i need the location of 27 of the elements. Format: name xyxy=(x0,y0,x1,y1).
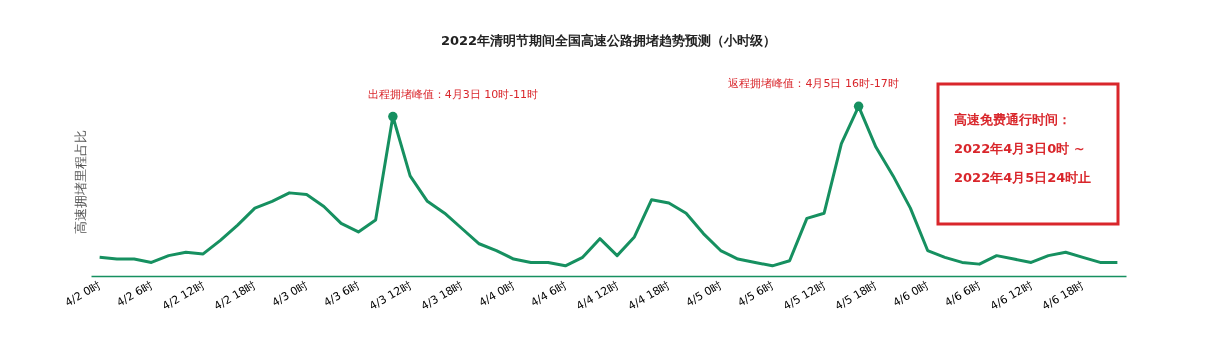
text: 返程拥堵峰值：4月5日 16时-17时 xyxy=(728,77,899,91)
x-tick-label: 4/6 6时 xyxy=(942,278,983,310)
x-tick-label: 4/5 0时 xyxy=(683,278,725,310)
x-tick-label: 4/5 6时 xyxy=(735,278,776,310)
x-tick-label: 4/2 0时 xyxy=(62,278,104,310)
x-tick-label: 4/3 12时 xyxy=(367,278,414,313)
x-tick-label: 4/4 12时 xyxy=(574,278,621,313)
x-tick-label: 4/2 18时 xyxy=(211,278,259,313)
annotation: 2022年4月5日24时止 xyxy=(954,170,1092,185)
annotation: 高速免费通行时间： xyxy=(954,112,1071,127)
x-tick-label: 4/2 12时 xyxy=(160,278,207,313)
x-tick-label: 4/3 6时 xyxy=(321,278,362,310)
x-tick-label: 4/6 12时 xyxy=(988,278,1035,313)
x-tick-label: 4/5 12时 xyxy=(781,278,828,313)
text: 出程拥堵峰值：4月3日 10时-11时 xyxy=(367,87,539,101)
x-tick-label: 4/5 18时 xyxy=(832,278,880,313)
x-tick-label: 4/6 18时 xyxy=(1039,278,1087,313)
y-axis-title: 高速拥堵里程占比 xyxy=(72,129,88,234)
x-tick-label: 4/4 0时 xyxy=(476,278,518,310)
x-tick-label: 4/4 6时 xyxy=(528,278,569,310)
annotation: 2022年4月3日0时 ~ xyxy=(954,141,1085,156)
x-tick-label: 4/4 18时 xyxy=(625,278,673,313)
x-tick-label: 4/3 18时 xyxy=(418,278,466,313)
x-tick-label: 4/3 0时 xyxy=(269,278,311,310)
x-tick-label: 4/2 6时 xyxy=(114,278,155,310)
x-tick-label: 4/6 0时 xyxy=(890,278,932,310)
chart-title: 2022年清明节期间全国高速公路拥堵趋势预测（小时级） xyxy=(440,33,777,49)
